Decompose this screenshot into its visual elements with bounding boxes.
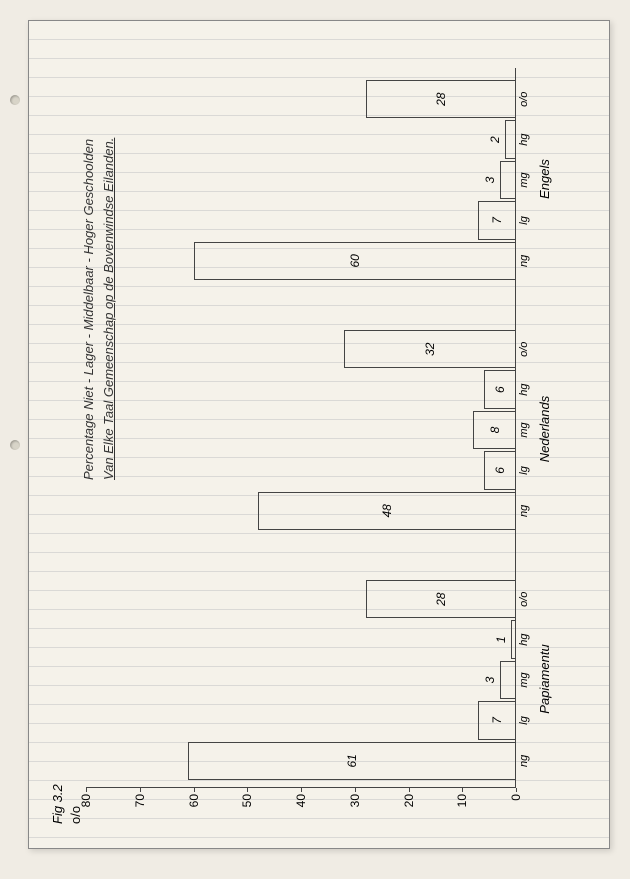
y-tick-mark <box>409 788 410 792</box>
category-label: mg <box>518 172 530 187</box>
bar: 8mg <box>473 410 516 448</box>
bar: 1hg <box>511 620 516 658</box>
bar-chart: 0102030405060708061ng7lg3mg1hg28o/oPapia… <box>86 68 556 788</box>
bar-value: 28 <box>434 592 448 605</box>
category-label: ng <box>518 754 530 766</box>
bar-value: 32 <box>423 342 437 355</box>
bar-value: 2 <box>488 136 502 143</box>
y-tick-label: 20 <box>402 794 416 807</box>
bar-value: 1 <box>494 636 508 643</box>
category-label: o/o <box>518 341 530 356</box>
bar-value: 6 <box>493 386 507 393</box>
category-label: ng <box>518 254 530 266</box>
y-tick-mark <box>140 788 141 792</box>
group-label: Engels <box>537 159 552 199</box>
bar-value: 28 <box>434 92 448 105</box>
bar-value: 8 <box>488 426 502 433</box>
bar: 3mg <box>500 160 516 198</box>
bar-value: 61 <box>345 754 359 767</box>
y-tick-label: 40 <box>294 794 308 807</box>
rotated-content: Fig 3.2 o/o Percentage Niet - Lager - Mi… <box>44 40 594 830</box>
category-label: hg <box>518 133 530 145</box>
category-label: lg <box>518 216 530 225</box>
bar-value: 3 <box>483 676 497 683</box>
bar-value: 7 <box>490 217 504 224</box>
bar: 48ng <box>258 491 516 529</box>
category-label: ng <box>518 504 530 516</box>
category-label: o/o <box>518 591 530 606</box>
bar: 60ng <box>194 241 517 279</box>
category-label: lg <box>518 716 530 725</box>
bar: 7lg <box>478 201 516 239</box>
bar-group: 48ng6lg8mg6hg32o/o <box>86 328 516 530</box>
category-label: o/o <box>518 91 530 106</box>
bar: 28o/o <box>366 80 517 118</box>
category-label: hg <box>518 383 530 395</box>
y-tick-label: 0 <box>509 794 523 801</box>
bar: 61ng <box>188 741 516 779</box>
y-tick-mark <box>462 788 463 792</box>
punch-hole <box>10 440 20 450</box>
y-tick-label: 50 <box>240 794 254 807</box>
y-tick-label: 70 <box>133 794 147 807</box>
y-tick-mark <box>247 788 248 792</box>
y-tick-label: 30 <box>348 794 362 807</box>
bar: 32o/o <box>344 330 516 368</box>
y-tick-mark <box>194 788 195 792</box>
y-tick-mark <box>301 788 302 792</box>
y-tick-label: 60 <box>187 794 201 807</box>
category-label: mg <box>518 422 530 437</box>
bar-group: 60ng7lg 3mg 2hg 28o/o <box>86 78 516 280</box>
bar-group: 61ng7lg 3mg 1hg 28o/o <box>86 578 516 780</box>
bar: 7lg <box>478 701 516 739</box>
bar: 2hg <box>505 120 516 158</box>
bar-value: 6 <box>493 467 507 474</box>
figure-label: Fig 3.2 <box>50 784 65 824</box>
y-tick-label: 10 <box>455 794 469 807</box>
category-label: mg <box>518 672 530 687</box>
punch-hole <box>10 95 20 105</box>
bar: 3mg <box>500 660 516 698</box>
paper-sheet: Fig 3.2 o/o Percentage Niet - Lager - Mi… <box>28 20 610 849</box>
bar-value: 60 <box>348 254 362 267</box>
y-tick-label: 80 <box>79 794 93 807</box>
percent-symbol: o/o <box>68 805 83 823</box>
y-tick-mark <box>355 788 356 792</box>
bar: 6lg <box>484 451 516 489</box>
y-tick-mark <box>516 788 517 792</box>
bar: 6hg <box>484 370 516 408</box>
bar-value: 7 <box>490 717 504 724</box>
category-label: lg <box>518 466 530 475</box>
bar-value: 48 <box>380 504 394 517</box>
category-label: hg <box>518 633 530 645</box>
group-label: Papiamentu <box>537 644 552 713</box>
group-label: Nederlands <box>537 395 552 462</box>
bar: 28o/o <box>366 580 517 618</box>
bar-value: 3 <box>483 176 497 183</box>
y-tick-mark <box>86 788 87 792</box>
